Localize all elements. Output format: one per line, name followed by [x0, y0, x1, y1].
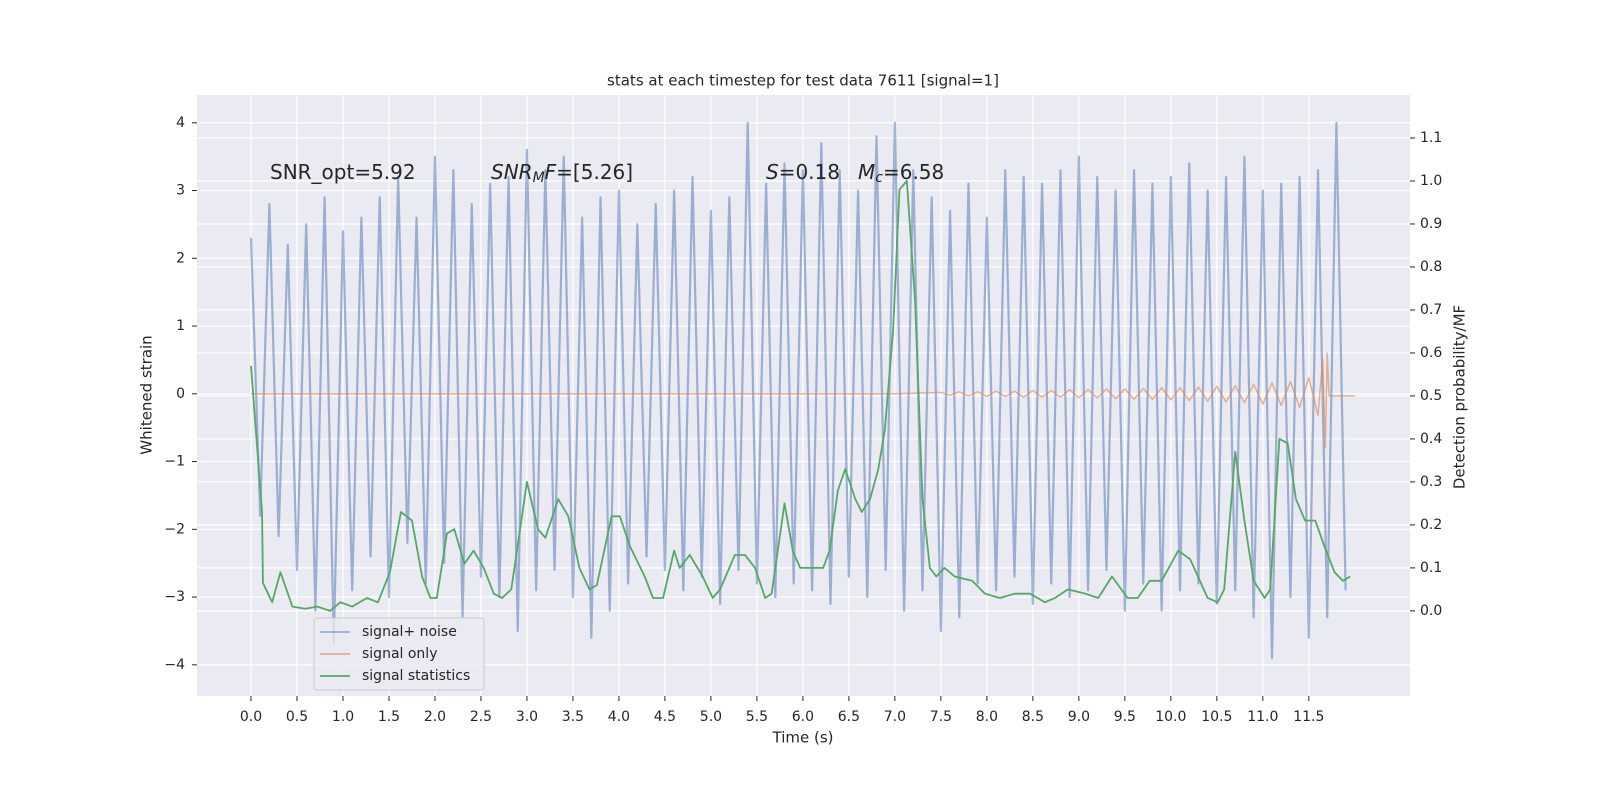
y2-axis-label: Detection probability/MF: [1451, 305, 1469, 489]
chart-title: stats at each timestep for test data 761…: [607, 72, 999, 90]
x-tick-label: 11.5: [1293, 709, 1324, 725]
y-tick-label: 2: [176, 250, 185, 266]
legend-box: [313, 617, 485, 691]
y2-tick-label: 0.6: [1420, 345, 1442, 361]
y2-tick-label: 1.1: [1420, 130, 1442, 146]
annotation-part: SNR: [491, 160, 533, 184]
x-tick-label: 2.0: [424, 709, 446, 725]
annotation-part: =6.58: [883, 160, 944, 184]
x-tick-label: 7.5: [930, 709, 952, 725]
annotation: Mc=6.58: [858, 160, 944, 187]
axes: 0.0 0.5 1.0 1.5 2.0 2.5 3.0 3.5 4.0 4.5 5.0 5.5 6.0 6…: [164, 115, 1442, 725]
series-line: [250, 352, 1355, 449]
y-tick-label: −4: [164, 657, 185, 673]
x-tick-label: 1.5: [378, 709, 400, 725]
annotation: SNR_opt=5.92: [270, 160, 416, 184]
x-tick-label: 3.5: [562, 709, 584, 725]
y2-tick-label: 0.0: [1420, 603, 1442, 619]
legend-label: signal+ noise: [362, 624, 457, 640]
y2-tick-label: 0.8: [1420, 259, 1442, 275]
x-tick-label: 2.5: [470, 709, 492, 725]
y-tick-label: 3: [176, 183, 185, 199]
legend-label: signal statistics: [362, 668, 470, 684]
annotation: S=0.18: [766, 160, 840, 184]
x-tick-label: 11.0: [1247, 709, 1278, 725]
y2-tick-label: 0.1: [1420, 560, 1442, 576]
x-tick-label: 6.0: [792, 709, 814, 725]
annotation-part: M: [533, 170, 545, 186]
annotation-part: SNR_opt=5.92: [270, 160, 416, 184]
x-tick-label: 6.5: [838, 709, 860, 725]
x-tick-label: 4.5: [654, 709, 676, 725]
annotation-part: F: [545, 160, 557, 184]
y-tick-label: 4: [176, 115, 185, 131]
x-tick-label: 10.0: [1155, 709, 1186, 725]
y-tick-label: 1: [176, 318, 185, 334]
x-tick-label: 9.0: [1068, 709, 1090, 725]
x-tick-label: 1.0: [332, 709, 354, 725]
y2-tick-label: 0.3: [1420, 474, 1442, 490]
y2-tick-label: 0.2: [1420, 517, 1442, 533]
y2-tick-label: 0.7: [1420, 302, 1442, 318]
x-tick-label: 5.5: [746, 709, 768, 725]
x-tick-label: 3.0: [516, 709, 538, 725]
y-tick-label: −2: [164, 521, 185, 537]
y-tick-label: −1: [164, 454, 185, 470]
y2-tick-label: 0.4: [1420, 431, 1442, 447]
annotation-part: =[5.26]: [556, 160, 633, 184]
marks: [249, 121, 1355, 660]
x-tick-label: 8.5: [1022, 709, 1044, 725]
annotation-part: S: [766, 160, 779, 184]
annotation: SNRMF=[5.26]: [491, 160, 633, 187]
x-tick-label: 4.0: [608, 709, 630, 725]
x-tick-label: 8.0: [976, 709, 998, 725]
y2-tick-label: 1.0: [1420, 173, 1442, 189]
annotation-part: c: [875, 170, 883, 186]
x-axis-label: Time (s): [772, 729, 834, 747]
x-tick-label: 5.0: [700, 709, 722, 725]
y-tick-label: 0: [176, 386, 185, 402]
x-tick-label: 0.5: [286, 709, 308, 725]
annotation-part: M: [858, 160, 875, 184]
x-tick-label: 10.5: [1201, 709, 1232, 725]
y2-tick-label: 0.9: [1420, 216, 1442, 232]
y-tick-label: −3: [164, 589, 185, 605]
legend-label: signal only: [362, 646, 437, 662]
y-axis-label: Whitened strain: [138, 335, 156, 454]
x-tick-label: 7.0: [884, 709, 906, 725]
series-line: [249, 121, 1347, 660]
annotation-part: =0.18: [779, 160, 840, 184]
x-tick-label: 0.0: [240, 709, 262, 725]
series-line: [250, 180, 1351, 612]
x-tick-label: 9.5: [1114, 709, 1136, 725]
y2-tick-label: 0.5: [1420, 388, 1442, 404]
